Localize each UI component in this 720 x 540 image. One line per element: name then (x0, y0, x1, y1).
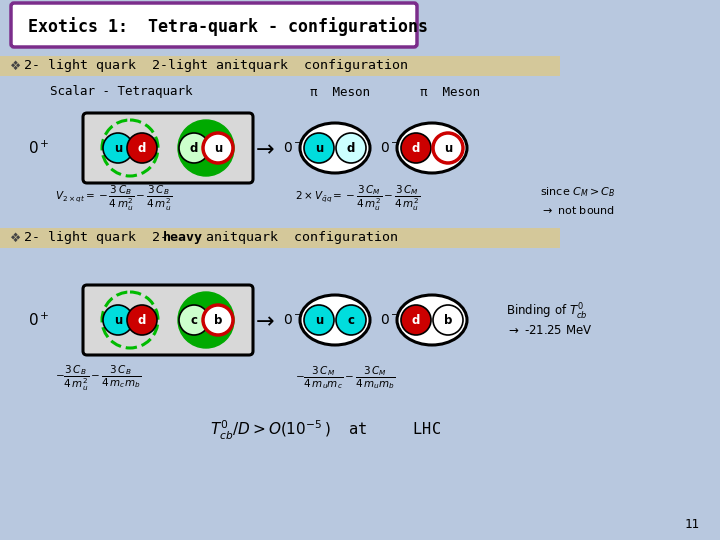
Circle shape (336, 305, 366, 335)
Text: u: u (114, 314, 122, 327)
FancyBboxPatch shape (83, 285, 253, 355)
Circle shape (203, 133, 233, 163)
Text: u: u (114, 141, 122, 154)
Circle shape (433, 133, 463, 163)
Ellipse shape (397, 123, 467, 173)
Circle shape (103, 305, 133, 335)
Text: u: u (315, 141, 323, 154)
Text: d: d (190, 141, 198, 154)
Text: ❖: ❖ (10, 232, 22, 245)
Text: π  Meson: π Meson (420, 85, 480, 98)
Text: c: c (348, 314, 354, 327)
Circle shape (127, 133, 157, 163)
Text: u: u (315, 314, 323, 327)
Circle shape (336, 133, 366, 163)
Circle shape (401, 133, 431, 163)
Circle shape (304, 305, 334, 335)
Text: heavy: heavy (163, 232, 203, 245)
Text: 2- light quark  2-: 2- light quark 2- (24, 232, 168, 245)
Text: 11: 11 (685, 518, 700, 531)
Text: b: b (214, 314, 222, 327)
Text: u: u (214, 141, 222, 154)
Ellipse shape (397, 295, 467, 345)
Text: d: d (347, 141, 355, 154)
Text: $V_{2\times qt} = -\dfrac{3\,C_B}{4\,m_u^2} - \dfrac{3\,C_B}{4\,m_u^2}$: $V_{2\times qt} = -\dfrac{3\,C_B}{4\,m_u… (55, 183, 173, 213)
Text: $0^-$: $0^-$ (283, 141, 303, 155)
Circle shape (179, 305, 209, 335)
Text: $\rightarrow$: $\rightarrow$ (251, 138, 275, 158)
Text: $\rightarrow$ not bound: $\rightarrow$ not bound (540, 204, 615, 216)
Circle shape (127, 305, 157, 335)
Circle shape (103, 133, 133, 163)
Circle shape (178, 120, 234, 176)
Circle shape (179, 133, 209, 163)
Ellipse shape (300, 295, 370, 345)
Text: $\rightarrow$ -21.25 MeV: $\rightarrow$ -21.25 MeV (506, 323, 593, 336)
Text: Exotics 1:  Tetra-quark - configurations: Exotics 1: Tetra-quark - configurations (28, 17, 428, 37)
Circle shape (304, 133, 334, 163)
Text: $-\dfrac{3\,C_M}{4\,m_u m_c} - \dfrac{3\,C_M}{4\,m_u m_b}$: $-\dfrac{3\,C_M}{4\,m_u m_c} - \dfrac{3\… (295, 364, 396, 391)
Text: 2- light quark  2-light anitquark  configuration: 2- light quark 2-light anitquark configu… (24, 59, 408, 72)
Text: d: d (412, 141, 420, 154)
Text: $0^+$: $0^+$ (28, 312, 50, 329)
Text: π  Meson: π Meson (310, 85, 370, 98)
FancyBboxPatch shape (0, 228, 560, 248)
Text: anitquark  configuration: anitquark configuration (206, 232, 398, 245)
Text: $2\times V_{\bar{q}q} = -\dfrac{3\,C_M}{4\,m_u^2} - \dfrac{3\,C_M}{4\,m_u^2}$: $2\times V_{\bar{q}q} = -\dfrac{3\,C_M}{… (295, 183, 420, 213)
Text: d: d (138, 314, 146, 327)
Text: since $C_M > C_B$: since $C_M > C_B$ (540, 185, 616, 199)
Text: u: u (444, 141, 452, 154)
Text: Scalar - Tetraquark: Scalar - Tetraquark (50, 85, 192, 98)
Ellipse shape (300, 123, 370, 173)
Text: $0^-$: $0^-$ (283, 313, 303, 327)
FancyBboxPatch shape (83, 113, 253, 183)
Text: $0^-$: $0^-$ (380, 313, 400, 327)
Circle shape (203, 305, 233, 335)
Circle shape (401, 305, 431, 335)
Text: $-\dfrac{3\,C_B}{4\,m_u^2} - \dfrac{3\,C_B}{4\,m_c m_b}$: $-\dfrac{3\,C_B}{4\,m_u^2} - \dfrac{3\,C… (55, 363, 141, 393)
Text: $0^-$: $0^-$ (380, 141, 400, 155)
Circle shape (433, 305, 463, 335)
FancyBboxPatch shape (0, 56, 560, 76)
Text: b: b (444, 314, 452, 327)
Text: $0^+$: $0^+$ (28, 139, 50, 157)
Text: d: d (138, 141, 146, 154)
Text: ❖: ❖ (10, 59, 22, 72)
Text: d: d (412, 314, 420, 327)
Text: c: c (191, 314, 197, 327)
FancyBboxPatch shape (11, 3, 417, 47)
Text: Binding of $T^0_{cb}$: Binding of $T^0_{cb}$ (506, 302, 588, 322)
Text: $T_{cb}^{0}/D  >  O(10^{-5}\,)$  at     LHC: $T_{cb}^{0}/D > O(10^{-5}\,)$ at LHC (210, 418, 441, 442)
Text: $\rightarrow$: $\rightarrow$ (251, 310, 275, 330)
Circle shape (178, 292, 234, 348)
